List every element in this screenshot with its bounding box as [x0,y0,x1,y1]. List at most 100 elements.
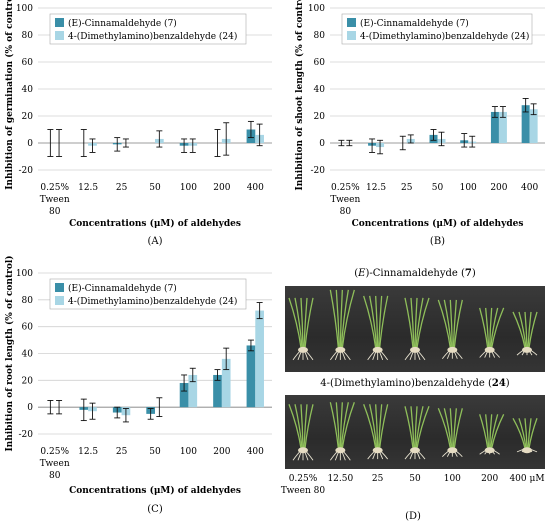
seedling-shoot [303,297,308,348]
seedling-shoot [489,307,493,348]
y-tick-label: 20 [22,376,34,386]
x-tick-label: 200 [213,447,230,457]
seedling-shoot [340,289,349,348]
seedling-shoot [524,418,528,449]
seedling-shoot [415,297,424,348]
x-tick-label: 12.5 [366,183,386,193]
x-tick-label: 25 [116,183,128,193]
x-tick-label: 100 [180,183,197,193]
seedling-shoot [404,406,414,449]
legend-entry: 4-(Dimethylamino)benzaldehyde (24) [68,296,237,307]
y-tick-label: 40 [314,85,326,95]
seedling-shoot [443,299,452,348]
y-tick-label: 100 [16,4,33,14]
bar [213,374,222,408]
seedling-shoot [379,404,389,449]
legend-entry: 4-(Dimethylamino)benzaldehyde (24) [68,31,237,42]
seedling-shoot [528,418,538,449]
bar [179,383,189,408]
x-tick-label: Tween [40,459,70,469]
x-tick-label: 100 [180,447,197,457]
y-axis-title: Inhibition of shoot length (% of control… [294,0,305,190]
y-tick-label: 80 [22,296,34,306]
bar [490,111,499,143]
seedlings-top [288,289,538,361]
x-tick-label: 0.25% [331,183,360,193]
y-tick-label: -20 [19,166,34,176]
seedling-shoot [528,311,538,349]
x-tick-label: 400 [521,183,538,193]
seedling-shoot [378,295,383,348]
seedling-shoot [491,307,505,349]
photo-concentration-label: 25 [371,474,384,484]
x-tick-label: 200 [490,183,507,193]
seedling-shoot [304,404,314,449]
seedling-shoot [452,299,457,348]
seedling-shoot [339,402,343,449]
y-axis-title: Inhibition of germination (% of control) [4,0,15,190]
seedling-shoot [410,406,415,449]
seedling-shoot [375,295,379,348]
bar [521,105,530,143]
seedling-shoot [379,295,389,348]
seedling-shoot [491,413,505,449]
legend-box [341,13,533,45]
y-tick-label: 40 [22,350,34,360]
seedling-shoot [527,418,532,449]
seedling-shoot [335,402,340,449]
seedling-shoot [524,311,528,348]
x-tick-label: 12.5 [78,183,98,193]
seedling-shoot [485,414,490,449]
seedling-shoot [363,404,377,449]
seedling-shoot [416,406,430,449]
legend-swatch [55,31,64,40]
seedling-shoot [304,297,314,348]
seedling-shoot [340,402,349,449]
photo-concentration-label: 0.25% Tween 80 [280,474,326,496]
seedling-shoot [437,299,451,349]
seedling-shoot [378,404,383,449]
seed [372,447,383,454]
bar [188,374,198,408]
photo-top-title: (E)-Cinnamaldehyde (7) [354,268,476,279]
bar [246,345,256,408]
y-tick-label: 100 [16,269,33,279]
x-tick-label: 0.25% [40,447,69,457]
seedling-shoot [453,408,463,449]
legend-swatch [55,283,64,292]
photo-concentration-label: 12.50 [327,474,354,484]
seed [484,346,495,353]
y-tick-label: 20 [314,112,326,122]
x-tick-label: 200 [213,183,230,193]
y-tick-label: 0 [319,139,325,149]
legend-entry: (E)-Cinnamaldehyde (7) [360,18,469,29]
seedling-shoot [512,311,526,349]
x-tick-label: 50 [432,183,444,193]
y-tick-label: -20 [19,430,34,440]
seedling-shoot [479,307,489,349]
seedling-shoot [369,295,378,348]
seedling-shoot [288,297,302,349]
seedling-shoot [518,311,527,348]
legend-swatch [347,18,356,27]
seedling-shoot [329,402,339,449]
photo-bottom-title: 4-(Dimethylamino)benzaldehyde (24) [320,378,510,389]
seedling-shoot [414,297,418,348]
legend-swatch [55,296,64,305]
seedling-shoot [527,311,532,348]
y-axis-title: Inhibition of root length (% of control) [4,255,15,451]
x-tick-label: Tween [330,195,360,205]
seedling-shoot [414,406,418,449]
y-tick-label: 80 [22,31,34,41]
legend-entry: 4-(Dimethylamino)benzaldehyde (24) [360,31,529,42]
seed [447,346,458,353]
legend-swatch [55,18,64,27]
seedling-shoot [453,299,463,348]
y-tick-label: 60 [22,323,34,333]
x-axis-title: Concentrations (μM) of aldehydes [352,218,524,229]
bar [255,310,264,408]
x-tick-label: 80 [49,207,61,217]
seedling-shoot [490,414,499,449]
seedling-photo-cinnamaldehyde [285,286,545,372]
seed [522,447,532,454]
